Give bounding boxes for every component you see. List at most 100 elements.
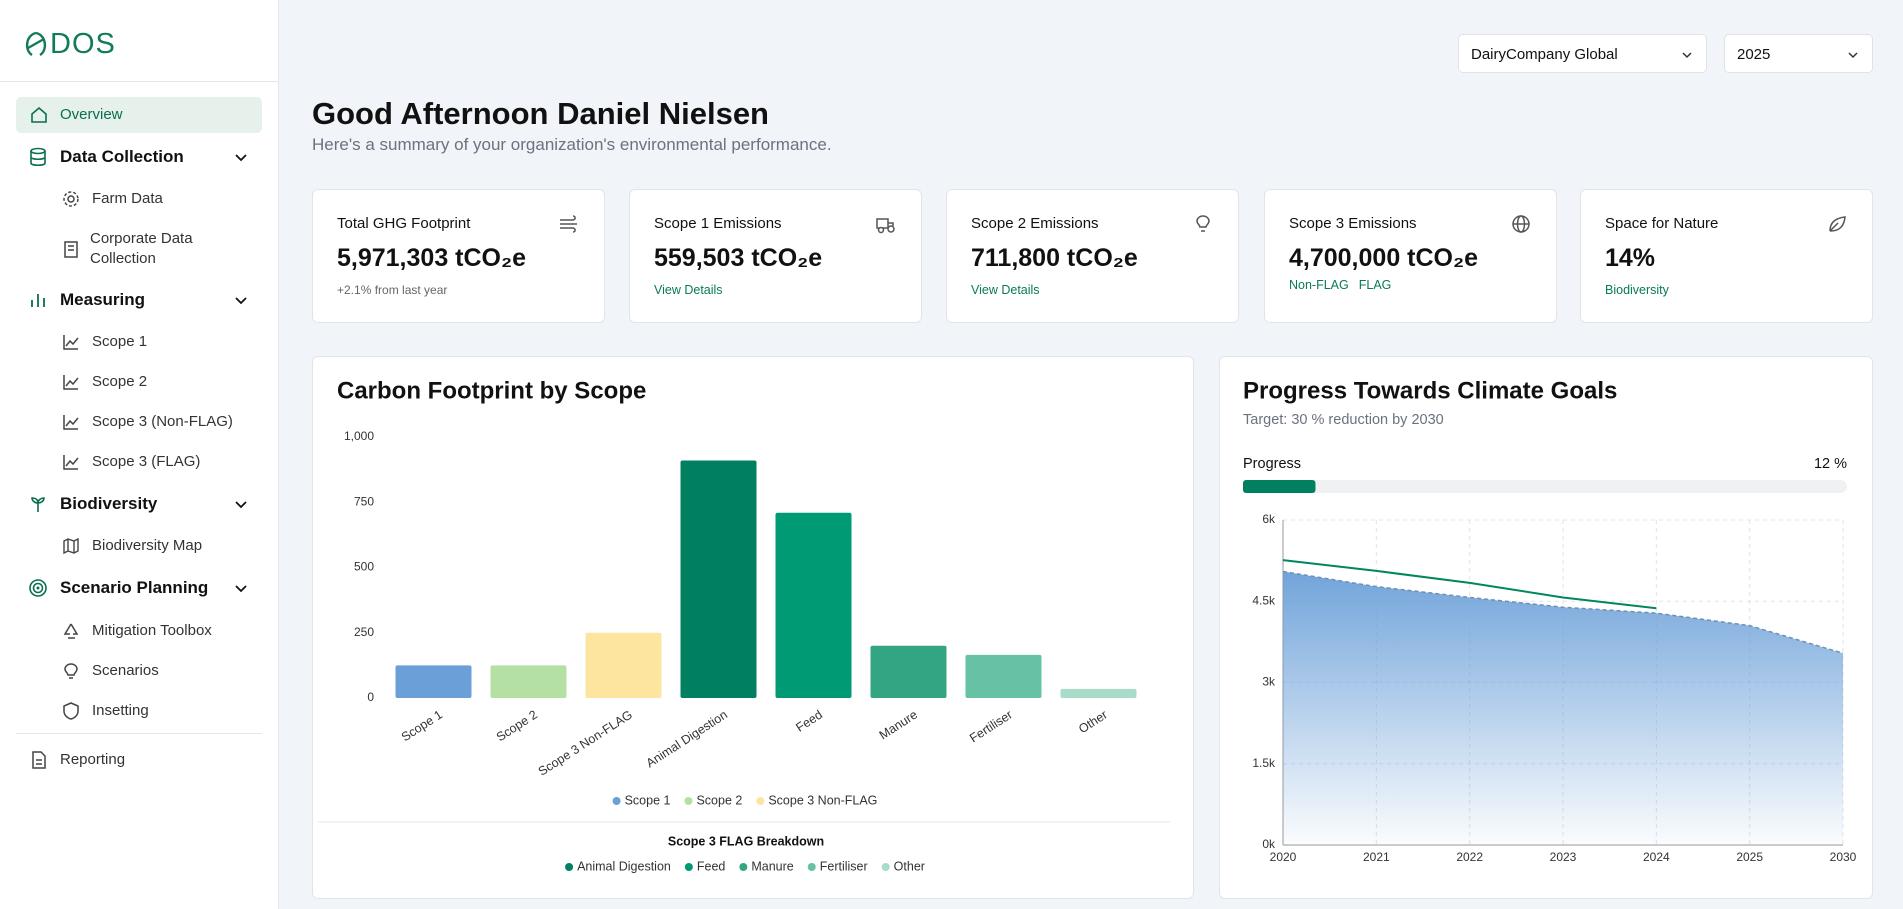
card-icon [1512,215,1530,233]
icon [63,702,79,720]
chevron[interactable] [231,578,251,598]
legend-title: Scope 3 FLAG Breakdown [668,834,824,848]
nav-section[interactable]: Measuring [60,290,146,309]
nav-section[interactable]: Data Collection [60,147,184,166]
legend-label: Scope 3 Non-FLAG [768,793,877,807]
card-value: 14% [1605,244,1656,272]
card-links: Biodiversity [1605,283,1679,297]
divider [0,81,279,82]
chevron [1848,52,1858,59]
x-tick-label: Feed [793,708,825,735]
divider [16,733,262,734]
icon [64,241,78,258]
legend-swatch [684,797,693,805]
y-tick-label: 3k [1262,675,1276,689]
nav-item[interactable]: Scope 3 (FLAG) [92,453,201,470]
kpi-card: Scope 3 Emissions 4,700,000 tCO₂e Non-FL… [1264,189,1557,323]
icon [63,537,79,555]
x-tick-label: 2022 [1456,850,1483,864]
logo-icon [25,31,47,57]
bar [965,654,1042,698]
chevron[interactable] [231,494,251,514]
card-value: 5,971,303 tCO₂e [337,244,527,272]
x-tick-label: Scope 1 [399,708,445,745]
legend-swatch [807,863,816,871]
chart-title: Progress Towards Climate Goals [1243,377,1617,404]
kpi-card: Total GHG Footprint 5,971,303 tCO₂e +2.1… [312,189,605,323]
x-tick-label: 2023 [1550,850,1577,864]
nav-item[interactable]: Overview [60,106,123,123]
bar [680,460,757,698]
icon [30,147,46,167]
nav-item[interactable]: Reporting [60,751,126,768]
icon [63,191,79,207]
selector-text: 2025 [1737,46,1771,63]
x-tick-label: Scope 2 [494,708,540,745]
card-value: 4,700,000 tCO₂e [1289,244,1479,272]
nav-item[interactable]: Insetting [92,702,149,719]
card-note: +2.1% from last year [337,283,448,297]
org-selector[interactable]: DairyCompany Global [1458,34,1707,73]
card-links: Non-FLAG FLAG [1289,278,1401,292]
x-tick-label: Animal Digestion [644,708,730,771]
x-tick-label: Scope 3 Non-FLAG [536,708,635,779]
card-links: View Details [654,283,733,297]
legend-label: Feed [697,859,726,873]
x-tick-label: 2025 [1736,850,1763,864]
y-tick-label: 4.5k [1252,593,1276,607]
nav-section[interactable]: Biodiversity [60,494,158,513]
y-tick-label: 1.5k [1252,756,1276,770]
selector-text: DairyCompany Global [1471,46,1618,63]
bar [1060,688,1137,698]
link[interactable]: View Details [654,283,723,297]
card-icon [560,215,577,233]
chart-title: Carbon Footprint by Scope [337,377,646,404]
chevron[interactable] [231,147,251,167]
bar [395,665,472,698]
icon [31,497,45,512]
y-tick-label: 0 [367,690,374,704]
year-selector[interactable]: 2025 [1724,34,1873,73]
nav-item[interactable]: Farm Data [92,190,163,207]
link[interactable]: View Details [971,283,1040,297]
card-value: 711,800 tCO₂e [971,244,1138,272]
nav-item[interactable]: Scope 2 [92,373,148,390]
icon [63,455,79,470]
card-title: Scope 2 Emissions [971,215,1099,232]
card-title: Total GHG Footprint [337,215,471,232]
link[interactable]: Non-FLAG [1289,278,1349,292]
legend-swatch [739,863,748,871]
icon [63,375,79,390]
legend-label: Fertiliser [820,859,868,873]
chevron[interactable] [231,290,251,310]
legend-label: Scope 2 [696,793,742,807]
sidebar: DOS Overview Data Collection Farm Data C… [0,0,279,909]
y-tick-label: 500 [354,560,374,574]
progress-value: 12 % [1814,456,1847,472]
legend-swatch [565,863,574,871]
nav-item[interactable]: Biodiversity Map [92,537,203,554]
link[interactable]: FLAG [1358,278,1392,292]
legend-label: Scope 1 [625,793,671,807]
nav-item[interactable]: Mitigation Toolbox [92,622,212,639]
nav-section[interactable]: Scenario Planning [60,578,209,597]
subtitle: Here's a summary of your organization's … [312,135,832,154]
x-tick-label: 2020 [1270,850,1297,864]
nav-item[interactable]: Scenarios [92,662,159,679]
nav-item[interactable]: Scope 3 (Non-FLAG) [92,413,233,430]
legend-label: Animal Digestion [577,859,671,873]
bar [585,632,662,698]
logo: DOS [50,28,116,60]
nav-item-active[interactable] [16,97,262,133]
icon [63,623,79,639]
nav-item[interactable]: Corporate Data Collection [90,230,193,267]
icon [63,415,79,430]
legend-swatch [612,797,621,805]
y-tick-label: 750 [354,494,374,508]
line [1282,559,1657,610]
icon [31,294,45,307]
nav-item[interactable]: Scope 1 [92,333,148,350]
link[interactable]: Biodiversity [1605,283,1669,297]
legend-swatch [684,863,693,871]
